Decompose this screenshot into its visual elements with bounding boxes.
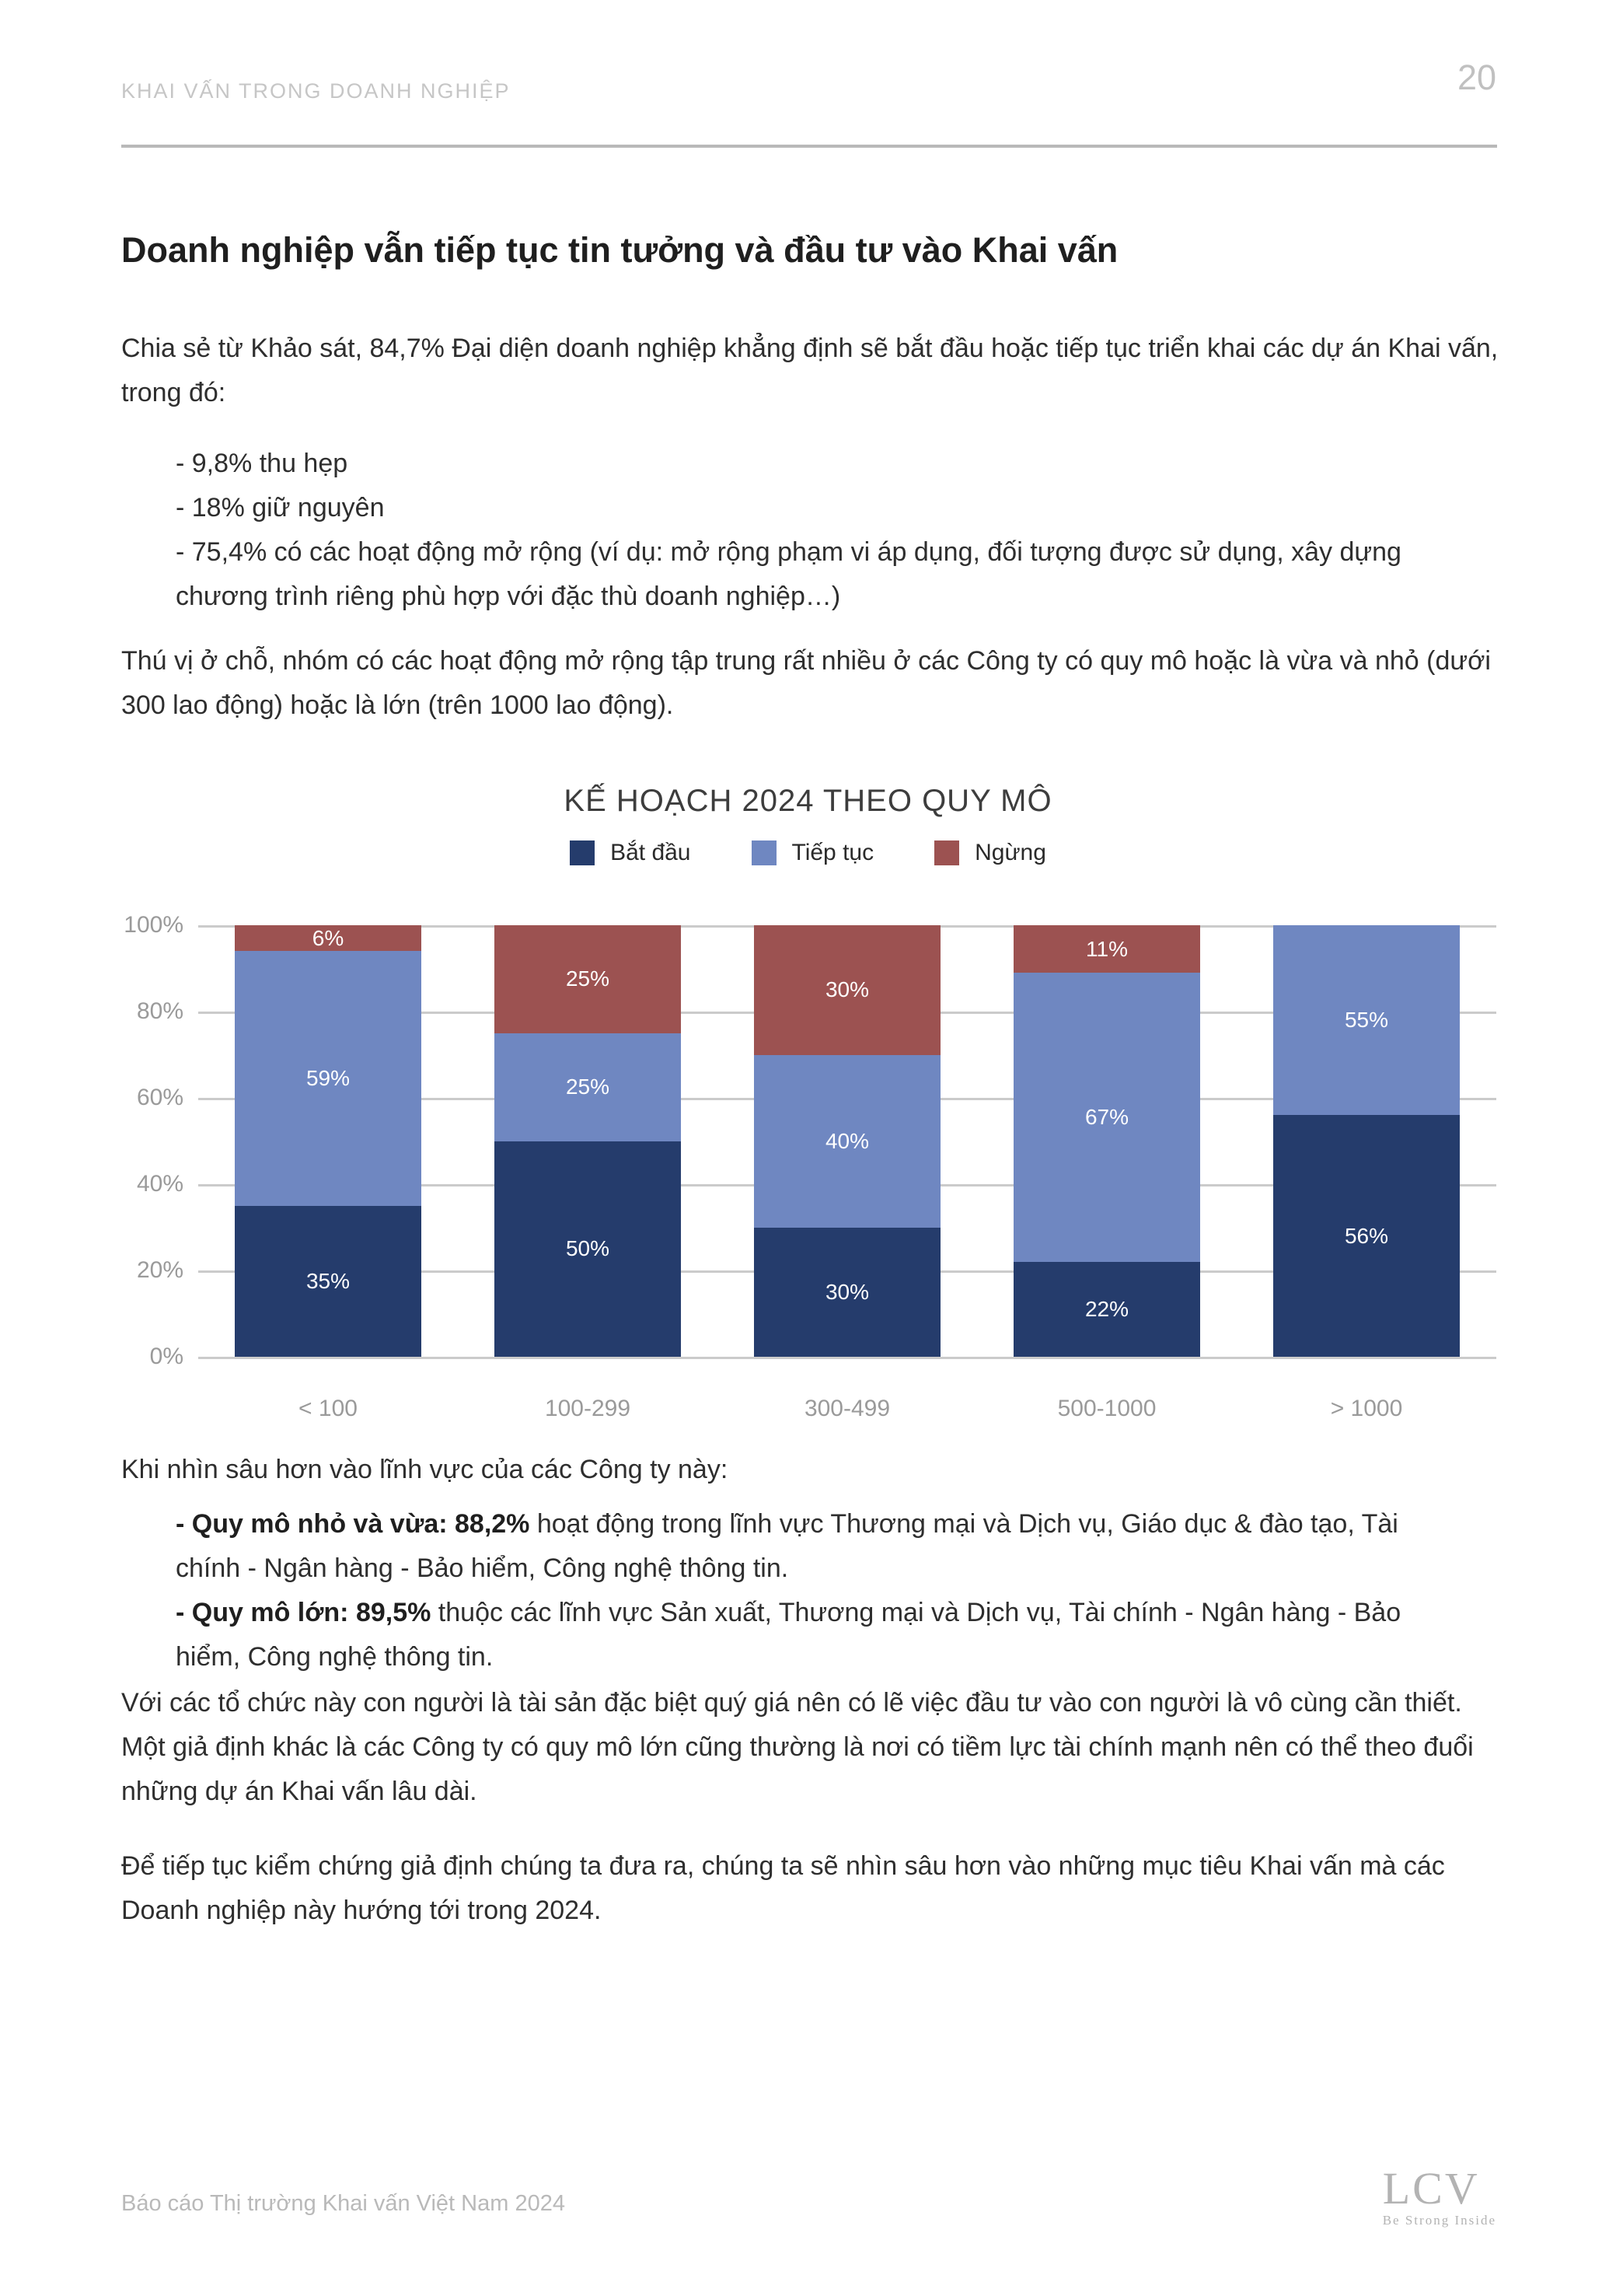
stacked-bar: 6% 59% 35% [235,925,421,1357]
stacked-bar: 25% 25% 50% [494,925,681,1357]
footer-report-title: Báo cáo Thị trường Khai vấn Việt Nam 202… [121,2191,565,2216]
x-axis: < 100 100-299 300-499 500-1000 > 1000 [198,1396,1496,1422]
bar-segment: 40% [754,1054,941,1228]
legend-swatch [751,840,777,865]
bar-value-label: 30% [825,1279,870,1304]
chart-title: KẾ HOẠCH 2024 THEO QUY MÔ [564,784,1052,818]
bar-segment: 22% [1014,1261,1200,1357]
chart-legend: Bắt đầu Tiếp tục Ngừng [0,840,1616,866]
bullet-item: - 75,4% có các hoạt động mở rộng (ví dụ:… [176,537,1401,611]
bar-segment: 35% [235,1205,421,1357]
bar-value-label: 25% [565,966,610,991]
stacked-bar: 11% 67% 22% [1014,925,1200,1357]
header-rule [121,145,1497,148]
paragraph: Khi nhìn sâu hơn vào lĩnh vực của các Cô… [121,1455,728,1484]
bar-value-label: 50% [565,1236,610,1261]
legend-item: Ngừng [934,840,1046,866]
bar-segment: 11% [1014,925,1200,973]
lcv-logo-tagline: Be Strong Inside [1382,2213,1496,2228]
bullet-list: - 9,8% thu hẹp - 18% giữ nguyên - 75,4% … [176,442,1458,619]
bullet-item: - 9,8% thu hẹp [176,449,348,478]
bar-value-label: 6% [312,925,344,950]
bullet-rest-text: thuộc các lĩnh vực Sản xuất, Thương mại … [176,1598,1401,1672]
y-axis-tick: 100% [124,912,183,938]
bullet-bold-text: - Quy mô lớn: 89,5% [176,1598,431,1627]
bullet-item: - Quy mô lớn: 89,5% thuộc các lĩnh vực S… [176,1591,1466,1679]
bar-value-label: 67% [1084,1104,1129,1129]
intro-paragraph: Chia sẻ từ Khảo sát, 84,7% Đại diện doan… [121,334,1499,407]
emphasis-bullet-list: - Quy mô nhỏ và vừa: 88,2% hoạt động tro… [176,1502,1466,1679]
bar-segment: 50% [494,1141,681,1357]
bullet-rest-text: hoạt động trong lĩnh vực Thương mại và D… [176,1509,1398,1583]
bar-column: 25% 25% 50% [458,925,717,1357]
bullet-item: - Quy mô nhỏ và vừa: 88,2% hoạt động tro… [176,1502,1466,1591]
bar-value-label: 59% [305,1066,351,1091]
bar-segment: 67% [1014,973,1200,1262]
y-axis-tick: 40% [136,1171,183,1197]
bar-value-label: 11% [1086,936,1128,961]
legend-swatch [934,840,960,865]
bar-column: 6% 59% 35% [198,925,458,1357]
chart-plot-area: 6% 59% 35% 25% 25% 50% 30% 40% 30% 11% 67% 22% 55% 56… [198,925,1496,1359]
bar-column: 30% 40% 30% [717,925,977,1357]
y-axis-tick: 20% [136,1257,183,1283]
y-axis: 100% 80% 60% 40% 20% 0% [93,912,183,1369]
legend-label: Bắt đầu [610,840,691,865]
y-axis-tick: 60% [136,1085,183,1110]
lcv-logo-text: LCV [1382,2163,1480,2214]
legend-swatch [570,840,595,865]
legend-item: Bắt đầu [570,840,691,866]
x-axis-label: < 100 [298,1396,358,1421]
bars: 6% 59% 35% 25% 25% 50% 30% 40% 30% 11% 67% 22% 55% 56… [198,925,1496,1357]
bar-column: 55% 56% [1237,925,1496,1357]
bar-segment: 30% [754,925,941,1055]
running-header-title: KHAI VẤN TRONG DOANH NGHIỆP [121,79,511,103]
legend-label: Tiếp tục [791,840,874,865]
x-axis-label: 300-499 [804,1396,891,1421]
x-axis-label: > 1000 [1330,1396,1403,1421]
paragraph: Để tiếp tục kiểm chứng giả định chúng ta… [121,1851,1445,1925]
x-axis-label: 100-299 [544,1396,631,1421]
bar-column: 11% 67% 22% [977,925,1237,1357]
paragraph: Với các tổ chức này con người là tài sản… [121,1688,1474,1806]
bar-segment: 59% [235,951,421,1206]
bar-value-label: 30% [825,977,870,1002]
bar-segment: 30% [754,1227,941,1357]
bar-value-label: 55% [1344,1008,1389,1033]
bar-value-label: 25% [565,1075,610,1099]
legend-label: Ngừng [975,840,1046,865]
bar-value-label: 40% [825,1128,870,1153]
bar-segment: 55% [1273,925,1460,1116]
bar-segment: 6% [235,925,421,952]
gridline [198,1357,1496,1359]
y-axis-tick: 0% [149,1344,183,1369]
x-axis-label: 500-1000 [1057,1396,1157,1421]
bar-segment: 25% [494,925,681,1033]
stacked-bar: 30% 40% 30% [754,925,941,1357]
bar-value-label: 35% [305,1268,351,1293]
legend-item: Tiếp tục [751,840,874,866]
lcv-logo: LCV Be Strong Inside [1383,2166,1496,2228]
bar-value-label: 56% [1344,1223,1389,1248]
bullet-bold-text: - Quy mô nhỏ và vừa: 88,2% [176,1509,530,1539]
bar-value-label: 22% [1084,1296,1129,1321]
bar-segment: 56% [1273,1115,1460,1357]
section-heading: Doanh nghiệp vẫn tiếp tục tin tưởng và đ… [121,230,1119,270]
page-number: 20 [1457,58,1496,97]
bar-segment: 25% [494,1033,681,1141]
paragraph: Thú vị ở chỗ, nhóm có các hoạt động mở r… [121,646,1491,720]
y-axis-tick: 80% [136,998,183,1024]
bullet-item: - 18% giữ nguyên [176,493,385,522]
stacked-bar: 55% 56% [1273,925,1460,1357]
